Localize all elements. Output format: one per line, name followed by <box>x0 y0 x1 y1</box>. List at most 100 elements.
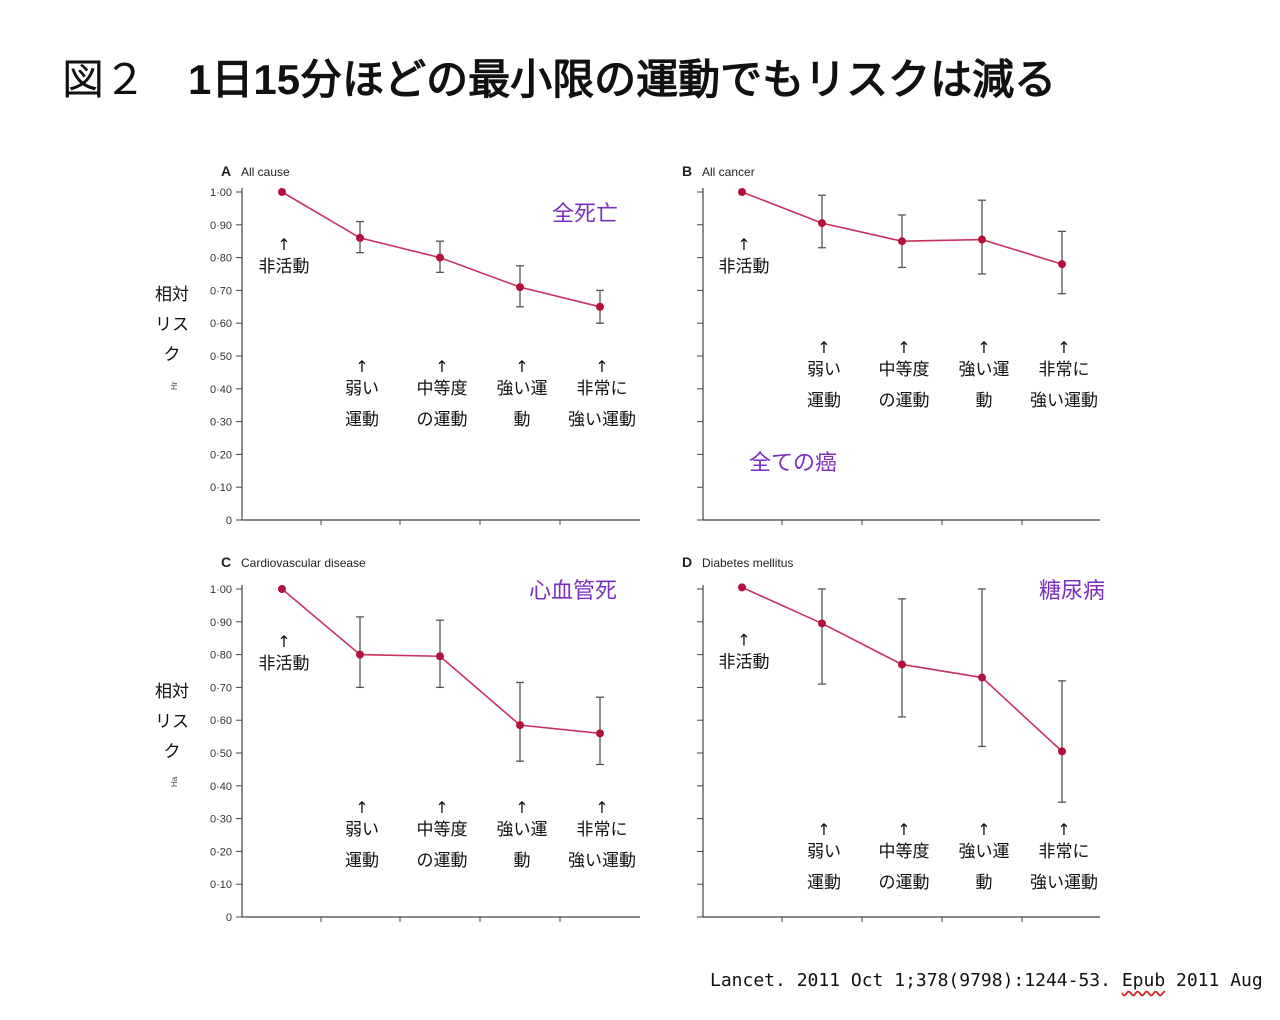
panel-c-arrow: ↑ <box>355 798 368 817</box>
panel-a-arrow: ↑ <box>277 235 290 254</box>
panel-d-letter: D <box>682 554 692 570</box>
panel-b-category-label: 中等度 <box>879 360 930 380</box>
panel-b-point <box>898 237 906 246</box>
panel-d-point <box>978 673 986 682</box>
panel-d-arrow: ↑ <box>977 820 990 839</box>
panel-a-arrow: ↑ <box>515 357 528 376</box>
panel-c-arrow: ↑ <box>277 632 290 651</box>
panel-c-series-line <box>281 588 601 735</box>
panel-a-y-label: リス <box>155 315 189 335</box>
panel-b-point <box>1058 260 1066 269</box>
panel-c-arrow: ↑ <box>435 798 448 817</box>
figure-number: 図２ <box>62 55 147 104</box>
slide-title: 図２ 1日15分ほどの最小限の運動でもリスクは減る <box>62 46 1056 107</box>
panel-b-category-label: 非活動 <box>719 257 770 277</box>
panel-c-y-tick-label: 0·70 <box>210 682 232 694</box>
panel-a-point <box>596 302 604 311</box>
panel-a-arrow: ↑ <box>595 357 608 376</box>
panel-c-y-tick-label: 0·20 <box>210 846 232 858</box>
panel-c-category-label: 弱い <box>345 820 379 840</box>
panel-d-title: Diabetes mellitus <box>702 556 793 570</box>
panel-c-y-label: ク <box>164 742 181 762</box>
citation-epub: Epub <box>1121 970 1166 991</box>
panel-c-arrow: ↑ <box>595 798 608 817</box>
panel-c-category-label: 非常に <box>577 820 628 840</box>
panel-c-y-tick-label: 1·00 <box>210 584 232 596</box>
panel-c-category-label: 非活動 <box>259 654 310 674</box>
panel-a-y-tick-label: 0·80 <box>210 253 232 265</box>
panel-b-arrow: ↑ <box>737 235 750 254</box>
panel-b-category-label: 強い運 <box>959 360 1010 380</box>
panel-d-category-label: 運動 <box>807 873 841 893</box>
panel-c-y-tick-label: 0·60 <box>210 715 232 727</box>
panel-d-arrow: ↑ <box>897 820 910 839</box>
panel-a-category-label: 強い運 <box>497 379 548 399</box>
panel-c-point <box>356 650 364 659</box>
panel-a-arrow: ↑ <box>435 357 448 376</box>
panel-b-category-label: 運動 <box>807 391 841 411</box>
panel-a-y-tick-label: 0·60 <box>210 318 232 330</box>
panel-a-y-tick-label: 0·20 <box>210 449 232 461</box>
panel-d-category-label: 非常に <box>1039 842 1090 862</box>
panel-b-letter: B <box>682 163 692 179</box>
panel-b-arrow: ↑ <box>977 338 990 357</box>
panel-a-point <box>278 188 286 196</box>
panel-a-category-label: の運動 <box>417 410 468 430</box>
panel-a-category-label: 弱い <box>345 379 379 399</box>
panel-a-y-tick-label: 0·50 <box>210 351 232 363</box>
panel-c-jp-title: 心血管死 <box>529 579 617 604</box>
panel-b-arrow: ↑ <box>1057 338 1070 357</box>
panel-d-point <box>898 660 906 669</box>
panel-a-y-label: 相対 <box>155 285 189 305</box>
panel-c-category-label: 運動 <box>345 851 379 871</box>
panel-c-y-tick-label: 0·30 <box>210 814 232 826</box>
panel-d-category-label: 非活動 <box>719 652 770 672</box>
panel-b-category-label: 弱い <box>807 360 841 380</box>
panel-c-category-label: の運動 <box>417 851 468 871</box>
panel-a-category-label: 動 <box>514 410 531 430</box>
panel-d-point <box>818 619 826 628</box>
panel-d-category-label: 弱い <box>807 842 841 862</box>
panel-c-y-label: リス <box>155 712 189 732</box>
panel-b-category-label: 非常に <box>1039 360 1090 380</box>
panel-d-arrow: ↑ <box>737 630 750 649</box>
panel-a-category-label: 運動 <box>345 410 379 430</box>
panel-c-y-tick-label: 0·40 <box>210 781 232 793</box>
panel-b-title: All cancer <box>702 165 755 179</box>
panel-a-y-tick-label: 0·30 <box>210 417 232 429</box>
panel-c-point <box>278 585 286 593</box>
panel-a-y-label: ク <box>164 345 181 365</box>
panel-a-arrow: ↑ <box>355 357 368 376</box>
panel-d-point <box>738 583 746 592</box>
panel-a-category-label: 非常に <box>577 379 628 399</box>
panel-a-point <box>356 233 364 242</box>
panel-a-y-tick-label: 0·10 <box>210 482 232 494</box>
panel-c-y-tick-label: 0·50 <box>210 748 232 760</box>
panel-b-jp-title: 全ての癌 <box>749 451 837 476</box>
panel-b-category-label: 強い運動 <box>1030 391 1098 411</box>
panel-c-category-label: 中等度 <box>417 820 468 840</box>
panel-a-point <box>436 253 444 262</box>
panel-c-arrow: ↑ <box>515 798 528 817</box>
panel-b-arrow: ↑ <box>817 338 830 357</box>
panel-a-y-unit: Hr <box>170 381 179 390</box>
panel-a-category-label: 非活動 <box>259 257 310 277</box>
panel-d-point <box>1058 747 1066 756</box>
panel-a-jp-title: 全死亡 <box>552 202 618 227</box>
panel-a-point <box>516 283 524 292</box>
panel-c-y-unit: Ha <box>170 776 179 787</box>
panel-b-point <box>818 219 826 228</box>
panel-c-category-label: 動 <box>514 851 531 871</box>
panel-a-y-tick-label: 0·90 <box>210 220 232 232</box>
panel-b-point <box>978 235 986 244</box>
panel-a-letter: A <box>221 163 231 179</box>
title-text: 1日15分ほどの最小限の運動でもリスクは減る <box>188 56 1057 103</box>
panel-c-title: Cardiovascular disease <box>241 556 366 570</box>
panel-d-category-label: 中等度 <box>879 842 930 862</box>
panel-c-point <box>596 729 604 738</box>
panel-a-category-label: 強い運動 <box>568 410 636 430</box>
panel-d-arrow: ↑ <box>1057 820 1070 839</box>
panel-d-category-label: の運動 <box>879 873 930 893</box>
panel-c-point <box>436 652 444 661</box>
